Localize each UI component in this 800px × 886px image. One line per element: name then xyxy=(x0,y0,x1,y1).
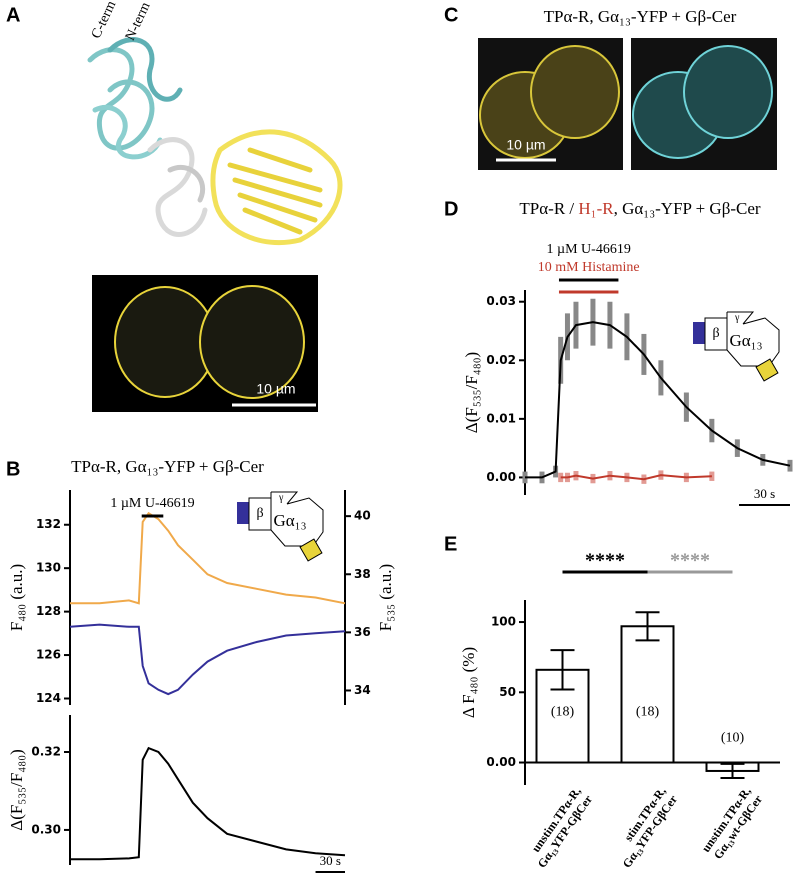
y-tick-label: 0.32 xyxy=(31,745,61,759)
x-tick-label: unstim.TPα-R,Gα₁₃YFP-GβCer xyxy=(523,784,595,871)
y-tick-label: 132 xyxy=(36,517,61,531)
annotation: 10 mM Histamine xyxy=(538,260,640,275)
panel-label: C xyxy=(444,4,458,26)
scale-label: 10 µm xyxy=(256,381,295,397)
schematic-label: β xyxy=(712,326,719,341)
scale-label: 30 s xyxy=(320,853,341,868)
panel-label: E xyxy=(444,533,457,555)
y-tick-label: 0.00 xyxy=(486,470,516,484)
y-tick-label: 0.01 xyxy=(486,411,516,425)
bar xyxy=(620,625,675,764)
schematic-label: Gα₁₃ xyxy=(729,331,762,350)
structure-label: C-term xyxy=(89,0,119,41)
cell xyxy=(199,285,305,399)
structure-label: N-term xyxy=(123,0,154,43)
y-tick-label: 36 xyxy=(354,625,371,639)
y-tick-label: 0.30 xyxy=(31,822,61,836)
panel-title: TPα-R, Gα₁₃-YFP + Gβ-Cer xyxy=(544,7,737,26)
scale-label: 10 µm xyxy=(506,137,545,153)
protein-structure xyxy=(87,37,343,246)
significance-label: **** xyxy=(670,550,710,572)
y-tick-label: 34 xyxy=(354,683,371,697)
data-line xyxy=(70,511,346,605)
annotation: 1 µM U-46619 xyxy=(110,496,194,511)
y-tick-label: 130 xyxy=(36,561,61,575)
significance-label: **** xyxy=(585,550,625,572)
panel-label: D xyxy=(444,198,458,220)
n-label: (18) xyxy=(636,705,660,720)
chart-title: TPα-R, Gα₁₃-YFP + Gβ-Cer xyxy=(71,457,264,476)
y-axis-label: Δ(F₅₃₅/F₄₈₀) xyxy=(7,749,26,830)
y-tick-label: 124 xyxy=(36,691,61,705)
panel-label: A xyxy=(6,4,20,26)
scale-label: 30 s xyxy=(754,486,775,501)
panel-label: B xyxy=(6,458,20,480)
schematic-label: γ xyxy=(278,492,284,503)
y-tick-label: 38 xyxy=(354,567,371,581)
schematic-label: β xyxy=(256,506,263,521)
data-line xyxy=(560,474,712,481)
g-protein-schematic xyxy=(693,311,780,382)
schematic-label: Gα₁₃ xyxy=(273,511,306,530)
n-label: (10) xyxy=(721,731,745,746)
schematic-label: γ xyxy=(734,312,740,323)
cell xyxy=(530,45,620,139)
y-tick-label: 126 xyxy=(36,648,61,662)
data-line xyxy=(525,321,791,479)
y-axis-label: Δ(F₅₃₅/F₄₈₀) xyxy=(462,352,481,433)
y-axis-label: Δ F₄₈₀ (%) xyxy=(459,647,478,718)
title-part: , Gα₁₃-YFP + Gβ-Cer xyxy=(614,199,761,218)
data-line xyxy=(70,746,346,861)
annotation: 1 µM U-46619 xyxy=(547,242,631,257)
y-axis-label: F₄₈₀ (a.u.) xyxy=(7,564,26,631)
y-tick-label: 0.02 xyxy=(486,353,516,367)
data-line xyxy=(69,623,346,696)
y-tick-label: 0.03 xyxy=(486,294,516,308)
title-part: H₁-R xyxy=(578,199,614,218)
n-label: (18) xyxy=(551,705,575,720)
y-axis-label: F₅₃₅ (a.u.) xyxy=(376,564,395,631)
y-tick-label: 100 xyxy=(491,615,516,629)
y-tick-label: 128 xyxy=(36,604,61,618)
title-part: TPα-R / xyxy=(519,199,578,218)
y-tick-label: 50 xyxy=(499,685,516,699)
y-tick-label: 40 xyxy=(354,509,371,523)
g-protein-schematic xyxy=(237,491,324,562)
x-tick-label: stim.TPα-R,Gα₁₃YFP-GβCer xyxy=(608,784,680,871)
cell xyxy=(683,45,773,139)
x-tick-label: unstim.TPα-R,Gα₁₃wt-GβCer xyxy=(698,784,765,863)
y-tick-label: 0.00 xyxy=(486,755,516,769)
chart-title: TPα-R / H₁-R, Gα₁₃-YFP + Gβ-Cer xyxy=(519,199,761,218)
